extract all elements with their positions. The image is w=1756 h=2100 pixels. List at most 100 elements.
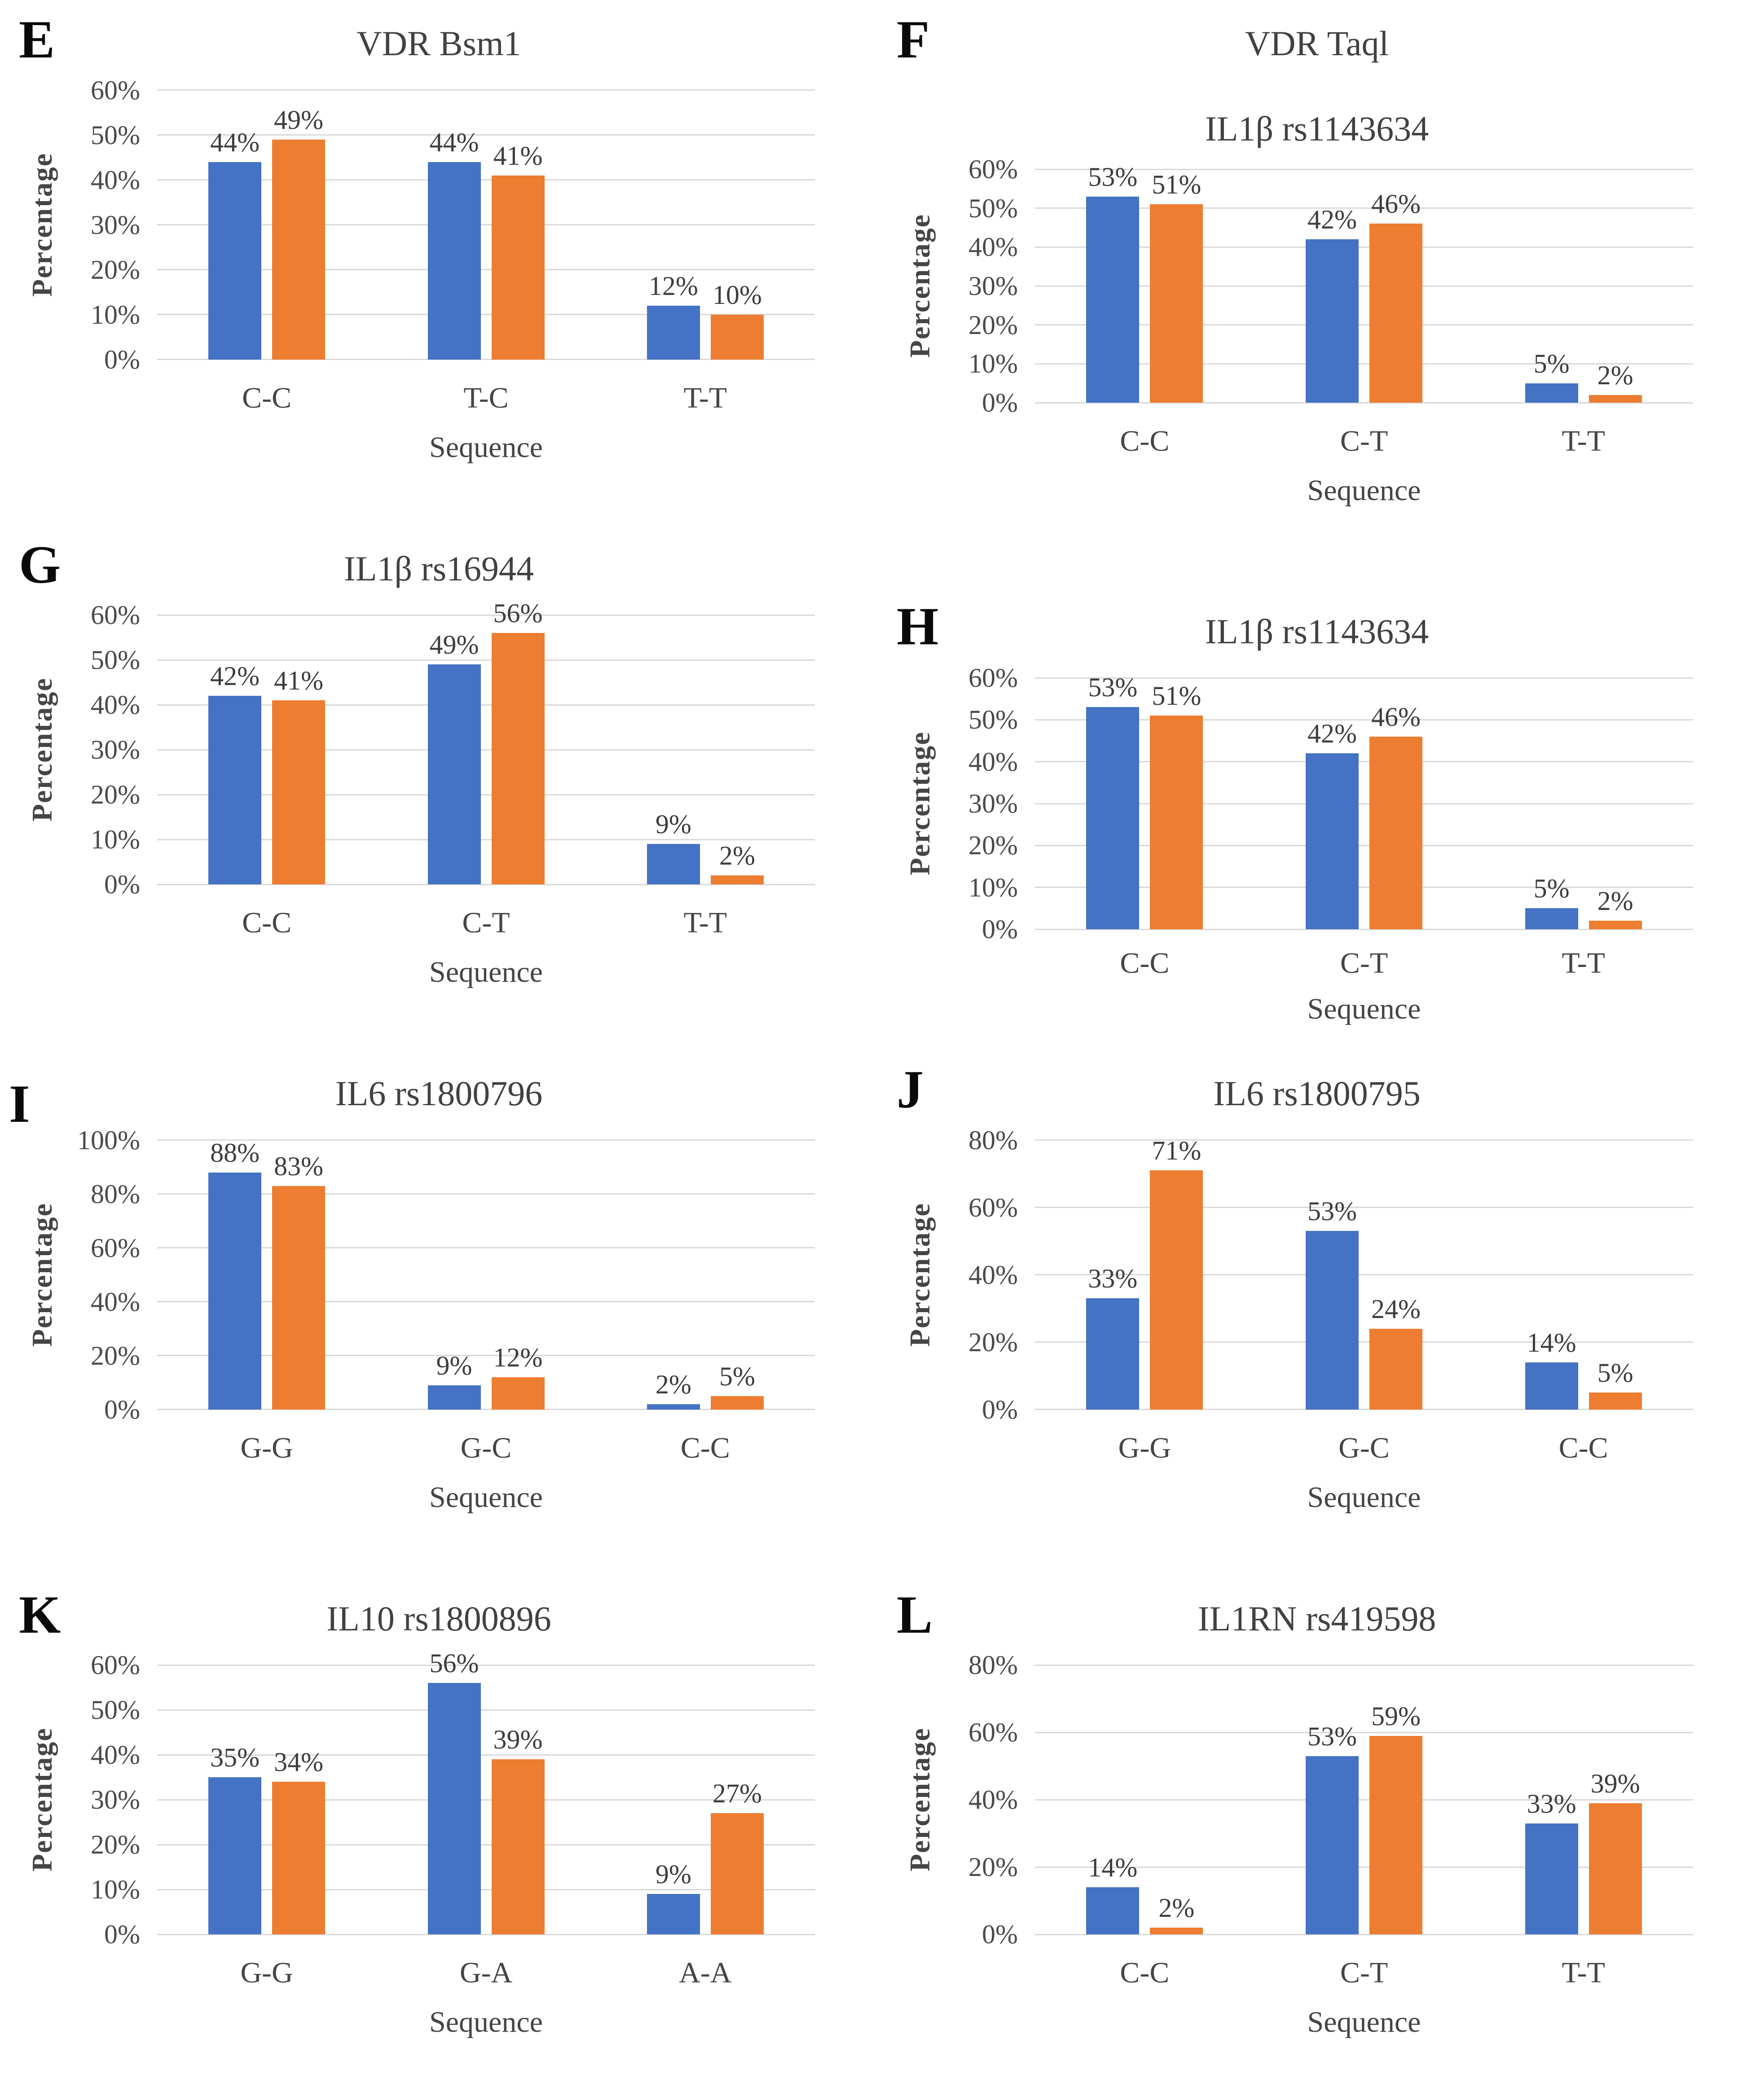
bar-orange: 51% xyxy=(1150,171,1203,403)
bar-orange: 2% xyxy=(1150,1894,1203,1934)
gridline xyxy=(1035,761,1693,763)
plot-area: 0% 10% 20% 30% 40% 50% 60% 35% 34% 56% 39% 9% 27% xyxy=(91,1650,815,1948)
gridline xyxy=(157,659,815,661)
y-tick-label: 0% xyxy=(104,870,140,899)
y-tick-label: 0% xyxy=(104,1920,140,1949)
gridline xyxy=(1035,1207,1693,1208)
bar-blue: 2% xyxy=(647,1371,700,1410)
panel-letter: E xyxy=(19,9,55,69)
bar-value-label: 88% xyxy=(210,1138,260,1168)
bar-orange: 46% xyxy=(1369,703,1422,929)
title-block: IL6 rs1800795 xyxy=(878,1050,1756,1116)
x-axis-label: Sequence xyxy=(1307,474,1421,507)
bar-chart: Percentage 0% 20% 40% 60% 80% 14% 2% 53% 59% 33% 39… xyxy=(878,1652,1756,2039)
gridline xyxy=(157,1193,815,1195)
y-tick-label: 30% xyxy=(91,735,140,764)
gridline xyxy=(1035,285,1693,287)
panel-letter: I xyxy=(9,1074,30,1133)
title-block: VDR Taql IL1β rs1143634 xyxy=(878,0,1756,150)
bar-chart: Percentage 0% 10% 20% 30% 40% 50% 60% 53% 51% 42% 4… xyxy=(878,664,1756,1026)
bar-orange: 12% xyxy=(491,1344,545,1410)
gridline xyxy=(157,269,815,271)
gridline xyxy=(1035,1341,1693,1343)
gridline xyxy=(157,883,815,885)
chart-panel-k: K IL10 rs1800896 Percentage 0% 10% 20% 30% 40… xyxy=(0,1575,878,2100)
bar-value-label: 53% xyxy=(1088,672,1138,703)
gridline xyxy=(157,1933,815,1935)
bar-value-label: 42% xyxy=(210,661,260,691)
x-axis-label: Sequence xyxy=(429,2006,543,2038)
bar-orange: 27% xyxy=(710,1780,764,1934)
bar-group: 2% 5% xyxy=(647,1140,764,1410)
category-label: C-C xyxy=(680,1431,730,1464)
gridline xyxy=(157,1889,815,1890)
category-label: T-T xyxy=(1562,425,1605,457)
x-axis-label: Sequence xyxy=(429,956,543,988)
bar-value-label: 59% xyxy=(1371,1701,1421,1731)
bar-value-label: 34% xyxy=(274,1747,324,1777)
title-block: IL6 rs1800796 xyxy=(0,1050,878,1116)
gridline xyxy=(157,1139,815,1141)
y-tick-label: 10% xyxy=(968,349,1018,379)
y-tick-label: 40% xyxy=(968,1785,1018,1814)
gridline xyxy=(1035,1731,1693,1733)
panel-letter: L xyxy=(897,1584,933,1644)
bar-value-label: 9% xyxy=(436,1350,472,1380)
gridline xyxy=(157,1301,815,1302)
bar-blue: 5% xyxy=(1525,875,1578,929)
gridline xyxy=(157,224,815,225)
x-axis-label: Sequence xyxy=(429,431,543,464)
bar-orange: 34% xyxy=(272,1749,326,1934)
bar-value-label: 2% xyxy=(1597,886,1633,916)
chart-title: IL1β rs16944 xyxy=(343,549,534,588)
bar-blue: 44% xyxy=(427,129,481,360)
bar-blue: 5% xyxy=(1525,350,1578,403)
title-block: VDR Bsm1 xyxy=(0,0,878,66)
y-tick-label: 60% xyxy=(91,1233,140,1263)
gridline xyxy=(157,614,815,616)
category-label: C-T xyxy=(1340,1956,1388,1989)
y-tick-label: 20% xyxy=(91,780,140,810)
bar-value-label: 9% xyxy=(655,1859,691,1889)
y-tick-label: 40% xyxy=(968,747,1018,777)
bar-group: 42% 46% xyxy=(1306,678,1422,929)
bar-blue: 56% xyxy=(427,1650,481,1934)
bar-group: 53% 24% xyxy=(1306,1140,1422,1410)
bar-group: 53% 59% xyxy=(1306,1665,1422,1934)
bar-blue: 9% xyxy=(647,811,700,884)
title-block: IL1β rs16944 xyxy=(0,525,878,591)
y-tick-label: 60% xyxy=(968,1192,1018,1222)
plot-area: 0% 10% 20% 30% 40% 50% 60% 42% 41% 49% 56% 9% 2% xyxy=(91,600,815,898)
bar-value-label: 41% xyxy=(274,666,324,695)
bar-orange: 5% xyxy=(710,1363,764,1410)
category-label: C-C xyxy=(1120,425,1170,457)
category-axis: G-G G-A A-A xyxy=(157,1956,815,1990)
plot-area: 0% 10% 20% 30% 40% 50% 60% 53% 51% 42% 46% 5% 2% xyxy=(968,664,1693,943)
bar-value-label: 5% xyxy=(1533,874,1570,904)
bar-blue: 88% xyxy=(208,1139,262,1410)
bar-value-label: 42% xyxy=(1307,205,1357,234)
bar-orange: 59% xyxy=(1369,1703,1422,1934)
y-tick-label: 0% xyxy=(104,344,140,374)
category-axis: G-G G-C C-C xyxy=(1035,1431,1693,1465)
y-tick-label: 20% xyxy=(968,1852,1018,1882)
gridline xyxy=(1035,803,1693,804)
bar-value-label: 24% xyxy=(1371,1294,1421,1324)
gridline xyxy=(157,359,815,360)
gridline xyxy=(157,839,815,840)
category-label: C-C xyxy=(1120,947,1170,980)
y-tick-label: 20% xyxy=(91,1830,140,1860)
bar-value-label: 71% xyxy=(1152,1136,1201,1165)
gridline xyxy=(1035,207,1693,209)
y-axis-label: Percentage xyxy=(26,1727,58,1872)
y-tick-label: 0% xyxy=(982,1920,1018,1949)
chart-title: IL10 rs1800896 xyxy=(326,1599,551,1638)
bar-value-label: 41% xyxy=(493,141,543,171)
bar-chart: Percentage 0% 10% 20% 30% 40% 50% 60% 53% 51% 42% 4… xyxy=(878,156,1756,508)
bar-value-label: 2% xyxy=(1597,360,1633,390)
bar-blue: 14% xyxy=(1525,1329,1578,1410)
gridline xyxy=(1035,324,1693,326)
bar-value-label: 83% xyxy=(274,1151,324,1181)
y-tick-label: 40% xyxy=(91,165,140,195)
